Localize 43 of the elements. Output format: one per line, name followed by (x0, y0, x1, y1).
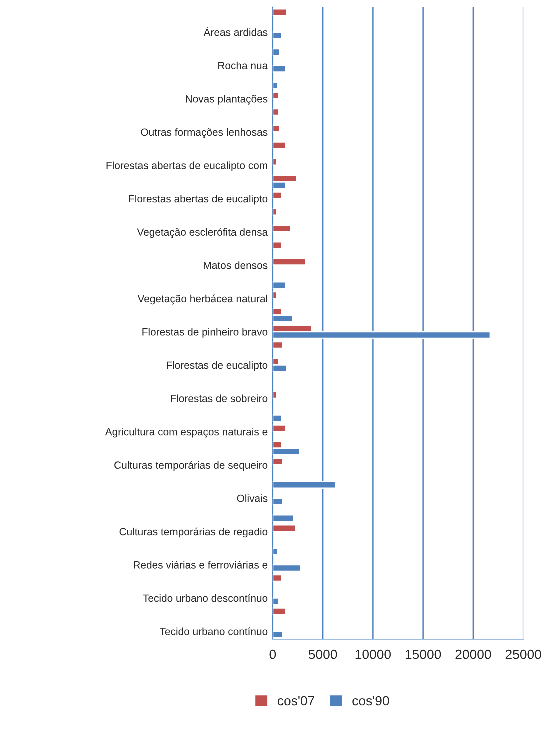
bar (272, 124, 281, 133)
bar (272, 241, 283, 250)
x-tick-label: 20000 (456, 650, 492, 660)
x-tick-label: 0 (270, 650, 276, 660)
y-tick-label: Áreas ardidas (204, 27, 268, 36)
x-tick-label: 5000 (308, 650, 338, 660)
y-tick-label: Agricultura com espaços naturais e (105, 428, 268, 438)
bar (272, 208, 278, 216)
y-tick-label: Rocha nua (218, 62, 268, 70)
bar (272, 92, 280, 100)
bar (272, 8, 288, 16)
y-tick-label: Florestas de pinheiro bravo (142, 328, 268, 338)
y-tick-label: Florestas de sobreiro (171, 394, 268, 402)
bar (272, 142, 287, 150)
y-tick-label: Florestas de eucalipto (167, 361, 268, 372)
bar (272, 608, 287, 616)
bar (272, 258, 307, 266)
bar (272, 524, 297, 532)
y-tick-label: Olivais (237, 494, 268, 502)
x-tick-label: 25000 (506, 650, 542, 660)
bar (272, 391, 278, 400)
bar (272, 424, 287, 432)
y-tick-label: Tecido urbano contínuo (160, 628, 268, 636)
y-tick-label: Novas plantações (186, 95, 268, 105)
x-tick-label: 15000 (406, 650, 442, 660)
y-tick-label: Culturas temporárias de sequeiro (114, 461, 268, 472)
x-tick-label: 10000 (356, 650, 392, 660)
y-tick-label: Vegetação herbácea natural (138, 294, 268, 305)
y-tick-label: Redes viárias e ferroviárias e (134, 561, 268, 569)
y-tick-label: Florestas abertas de eucalipto (129, 195, 268, 205)
y-tick-label: Outras formações lenhosas (141, 128, 268, 138)
legend-label: cos'07 (278, 696, 314, 706)
y-tick-label: Matos densos (204, 262, 268, 270)
y-tick-label: Florestas abertas de eucalipto com (106, 162, 268, 172)
y-tick-label: Culturas temporárias de regadio (120, 528, 268, 538)
y-tick-label: Tecido urbano descontínuo (143, 594, 268, 602)
bar (272, 291, 278, 300)
bar (272, 191, 283, 200)
bar (272, 224, 292, 233)
bar (272, 108, 280, 116)
bar (272, 158, 278, 166)
legend-label: cos'90 (352, 696, 390, 706)
y-tick-label: Vegetação esclerófita densa (137, 228, 268, 238)
